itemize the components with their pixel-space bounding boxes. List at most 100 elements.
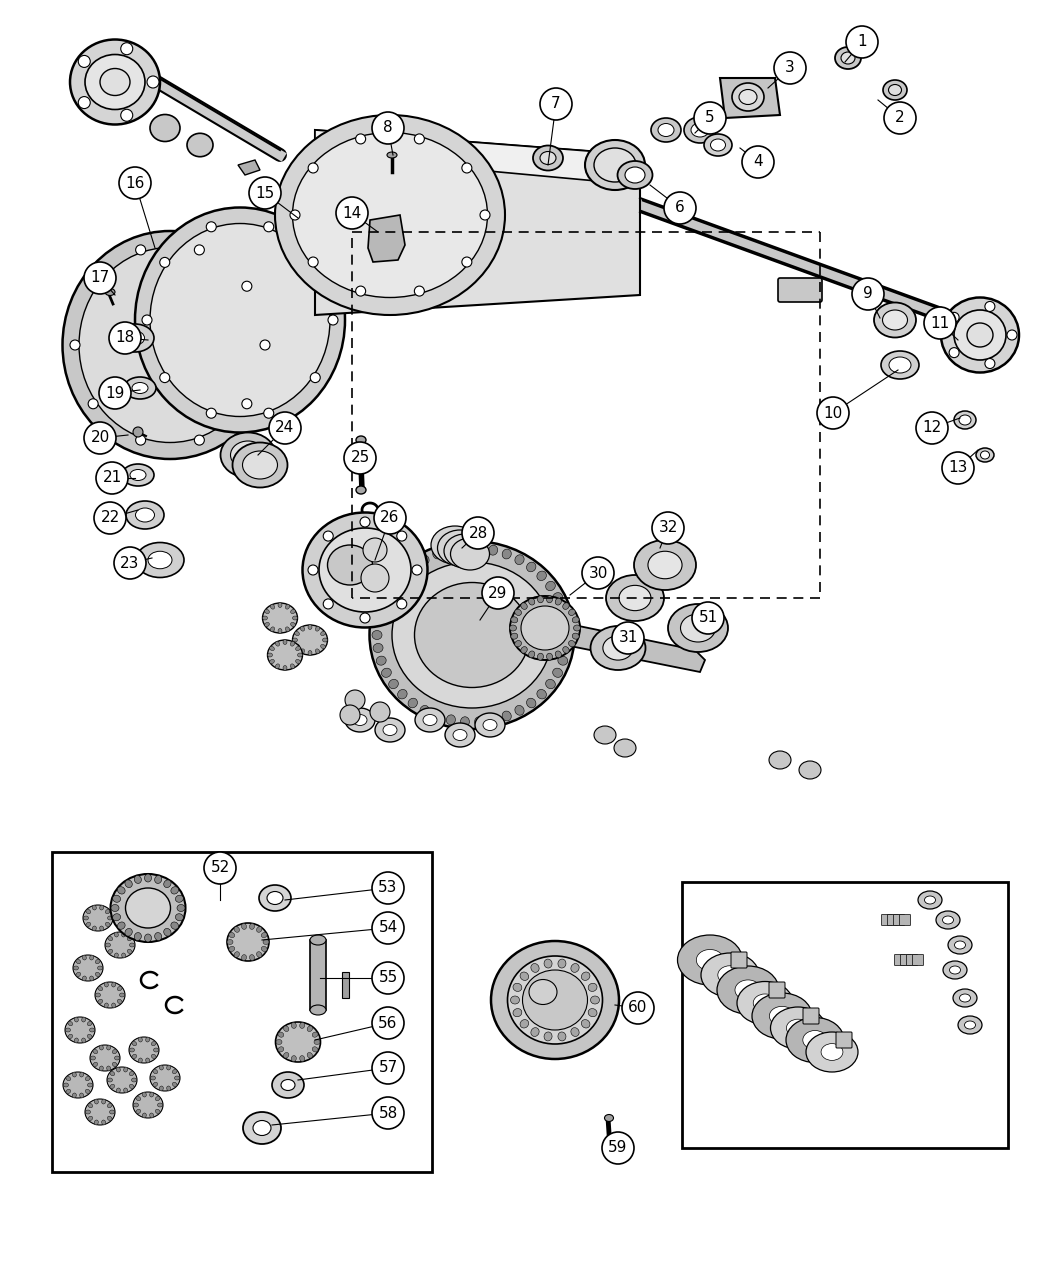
Circle shape <box>121 43 132 55</box>
Ellipse shape <box>291 622 295 626</box>
Circle shape <box>602 1132 634 1164</box>
Ellipse shape <box>250 923 254 929</box>
Ellipse shape <box>585 140 645 190</box>
Ellipse shape <box>510 996 520 1003</box>
Ellipse shape <box>799 761 821 779</box>
Ellipse shape <box>537 690 546 699</box>
Ellipse shape <box>153 1070 158 1074</box>
Ellipse shape <box>376 657 386 666</box>
Text: 31: 31 <box>618 631 637 645</box>
Ellipse shape <box>107 1117 112 1121</box>
Ellipse shape <box>118 922 125 929</box>
Ellipse shape <box>256 927 261 932</box>
Circle shape <box>264 222 274 232</box>
Ellipse shape <box>881 351 919 379</box>
Ellipse shape <box>383 724 397 736</box>
Ellipse shape <box>806 1031 858 1072</box>
Ellipse shape <box>85 55 145 110</box>
Text: 58: 58 <box>378 1105 398 1121</box>
Circle shape <box>942 453 974 484</box>
Polygon shape <box>368 215 405 261</box>
Ellipse shape <box>981 451 989 459</box>
Ellipse shape <box>129 1037 159 1063</box>
Ellipse shape <box>558 604 568 613</box>
Circle shape <box>70 340 80 351</box>
Ellipse shape <box>388 680 398 688</box>
Ellipse shape <box>278 1031 284 1038</box>
Ellipse shape <box>511 617 518 623</box>
FancyBboxPatch shape <box>912 955 924 965</box>
Circle shape <box>88 282 98 291</box>
Ellipse shape <box>94 1119 99 1125</box>
Ellipse shape <box>85 1076 90 1081</box>
Ellipse shape <box>936 912 960 929</box>
Circle shape <box>949 348 959 357</box>
Ellipse shape <box>132 382 148 394</box>
Circle shape <box>310 372 320 382</box>
Ellipse shape <box>558 657 568 666</box>
Ellipse shape <box>111 982 116 987</box>
Ellipse shape <box>446 715 456 724</box>
Ellipse shape <box>112 914 121 921</box>
Circle shape <box>372 1007 404 1039</box>
Ellipse shape <box>488 546 498 555</box>
Circle shape <box>372 963 404 994</box>
Ellipse shape <box>171 886 178 894</box>
Ellipse shape <box>291 1023 296 1029</box>
Ellipse shape <box>122 464 154 486</box>
Ellipse shape <box>450 538 489 570</box>
Ellipse shape <box>129 944 134 947</box>
Circle shape <box>168 309 192 332</box>
Ellipse shape <box>415 708 445 732</box>
Circle shape <box>846 26 878 57</box>
Ellipse shape <box>281 1080 295 1090</box>
FancyBboxPatch shape <box>731 952 747 968</box>
Ellipse shape <box>529 979 557 1005</box>
Ellipse shape <box>129 1071 134 1076</box>
Ellipse shape <box>701 952 759 997</box>
Ellipse shape <box>154 876 162 884</box>
Text: 5: 5 <box>706 111 715 125</box>
Ellipse shape <box>79 247 261 442</box>
Ellipse shape <box>308 1026 313 1031</box>
Ellipse shape <box>572 617 580 623</box>
Ellipse shape <box>75 1038 79 1043</box>
Ellipse shape <box>126 887 170 928</box>
Ellipse shape <box>154 932 162 941</box>
Circle shape <box>372 112 404 144</box>
Polygon shape <box>315 130 640 185</box>
FancyBboxPatch shape <box>778 278 822 302</box>
Circle shape <box>480 210 490 221</box>
Circle shape <box>985 301 995 311</box>
Ellipse shape <box>286 604 290 609</box>
Ellipse shape <box>954 941 966 949</box>
Ellipse shape <box>296 659 300 663</box>
Ellipse shape <box>594 725 616 745</box>
Ellipse shape <box>107 1103 112 1108</box>
Ellipse shape <box>124 377 156 399</box>
Ellipse shape <box>353 714 367 725</box>
Text: 13: 13 <box>948 460 968 476</box>
Ellipse shape <box>124 1067 128 1072</box>
Ellipse shape <box>949 966 961 974</box>
Ellipse shape <box>88 1117 92 1121</box>
Polygon shape <box>720 78 780 119</box>
Ellipse shape <box>625 167 645 184</box>
Ellipse shape <box>420 705 429 715</box>
Ellipse shape <box>284 1026 289 1031</box>
Ellipse shape <box>373 644 383 653</box>
Ellipse shape <box>112 1049 117 1053</box>
Text: 14: 14 <box>342 205 361 221</box>
Text: 51: 51 <box>698 611 717 626</box>
Ellipse shape <box>105 288 116 296</box>
Ellipse shape <box>267 891 284 904</box>
Ellipse shape <box>537 571 546 580</box>
Ellipse shape <box>291 609 295 613</box>
Ellipse shape <box>475 543 484 553</box>
Ellipse shape <box>312 1047 318 1052</box>
Ellipse shape <box>510 595 580 660</box>
Ellipse shape <box>620 585 651 611</box>
Ellipse shape <box>142 1093 146 1096</box>
Circle shape <box>242 282 252 291</box>
Circle shape <box>924 307 956 339</box>
